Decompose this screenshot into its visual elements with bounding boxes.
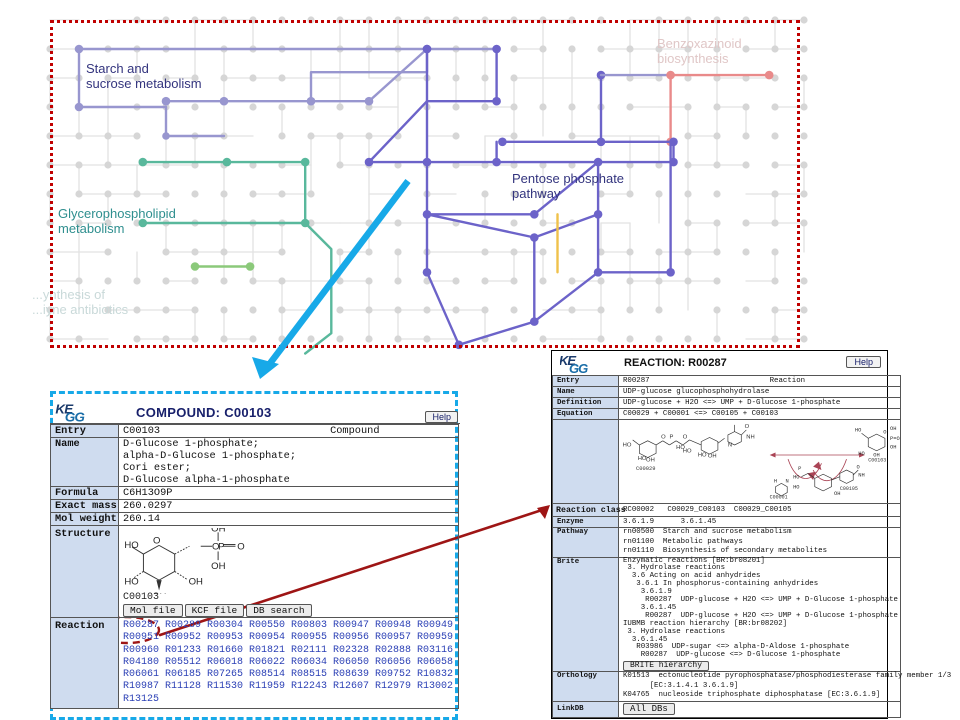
svg-text:O: O — [153, 536, 160, 547]
svg-text:HO: HO — [623, 443, 632, 449]
svg-text:O: O — [857, 463, 860, 470]
svg-text:P: P — [669, 434, 673, 440]
svg-text:HO: HO — [124, 576, 138, 587]
svg-text:HO: HO — [855, 427, 862, 434]
svg-text:HO: HO — [793, 473, 800, 480]
svg-text:OH: OH — [189, 576, 203, 587]
svg-text:OH: OH — [708, 453, 717, 459]
svg-text:C00029: C00029 — [636, 465, 655, 472]
svg-text:HO: HO — [124, 540, 138, 551]
svg-text:O: O — [683, 434, 688, 440]
svg-text:O: O — [883, 428, 886, 435]
svg-text:OH: OH — [646, 458, 655, 464]
svg-text:NH: NH — [746, 434, 754, 440]
svg-text:GG: GG — [569, 361, 588, 374]
svg-text:C00105: C00105 — [840, 486, 858, 492]
svg-text:C00001: C00001 — [770, 494, 788, 499]
svg-text:OH: OH — [890, 443, 897, 450]
svg-text:O: O — [745, 424, 750, 430]
svg-text:H: H — [774, 478, 777, 485]
svg-text:O: O — [237, 542, 244, 553]
svg-text:N: N — [728, 443, 732, 449]
svg-text:N: N — [786, 478, 789, 485]
svg-text:NH: NH — [858, 472, 865, 479]
svg-text:HO: HO — [858, 450, 865, 457]
svg-text:HO: HO — [698, 453, 707, 459]
svg-text:C00103: C00103 — [868, 458, 886, 464]
svg-text:OH: OH — [211, 528, 225, 534]
svg-text:O: O — [661, 434, 666, 440]
svg-text:P=O: P=O — [890, 435, 900, 442]
svg-text:HO: HO — [793, 483, 800, 490]
svg-text:OH: OH — [890, 425, 897, 432]
svg-text:P: P — [798, 465, 801, 472]
svg-text:OH: OH — [211, 561, 225, 572]
svg-text:P: P — [218, 542, 224, 553]
svg-text:HO: HO — [683, 448, 692, 454]
